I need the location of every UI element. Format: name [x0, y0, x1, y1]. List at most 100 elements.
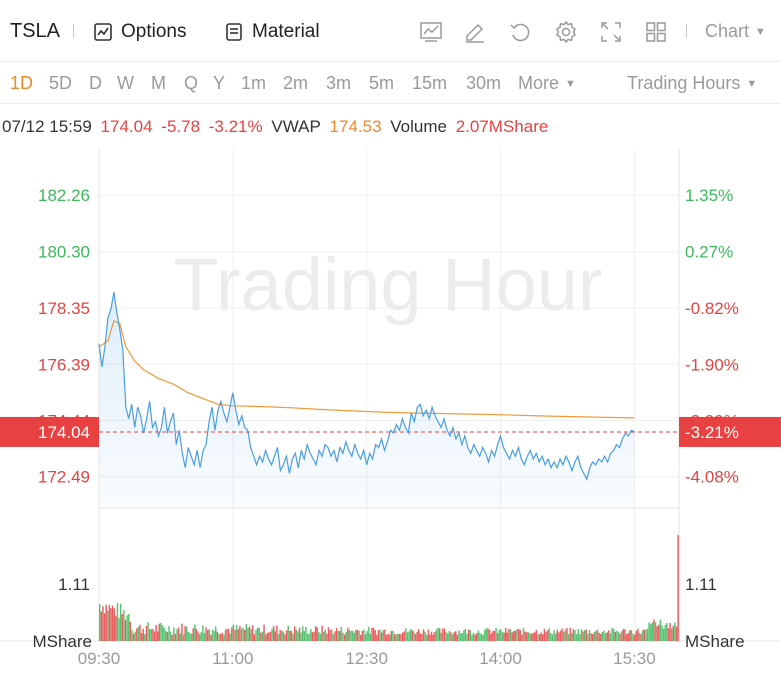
volume-bar [664, 624, 666, 641]
chart-type-dropdown[interactable]: Chart ▼ [705, 21, 766, 42]
draw-icon[interactable] [463, 20, 487, 44]
volume-bar [659, 619, 662, 641]
period-15m[interactable]: 15m [412, 73, 448, 93]
more-periods-dropdown[interactable]: More ▼ [518, 73, 576, 94]
volume-bar [253, 634, 256, 641]
volume-bar [165, 630, 167, 641]
period-5m[interactable]: 5m [369, 73, 395, 93]
volume-bar [179, 633, 182, 641]
volume-bar [405, 628, 407, 641]
volume-bar [213, 630, 215, 641]
volume-bar [205, 627, 207, 641]
period-m[interactable]: M [151, 73, 166, 93]
volume-bar [590, 633, 592, 641]
volume-bar [451, 634, 454, 641]
volume-bar [119, 603, 122, 641]
volume-bar [548, 628, 550, 641]
price-tick-label: 182.26 [38, 186, 90, 205]
volume-bar [181, 623, 183, 641]
volume-bar [614, 631, 617, 641]
chart-indicator-icon[interactable] [419, 20, 443, 44]
options-button[interactable]: Options [93, 19, 186, 45]
volume-bar [517, 628, 520, 641]
volume-bar [440, 632, 443, 641]
volume-bar [360, 634, 362, 641]
volume-bar [142, 628, 144, 641]
period-q[interactable]: Q [184, 73, 199, 93]
volume-bar [572, 629, 575, 641]
volume-bar [248, 626, 251, 641]
volume-bar [293, 626, 296, 641]
volume-bar [351, 630, 354, 641]
period-3m[interactable]: 3m [326, 73, 352, 93]
volume-bar [645, 629, 647, 641]
volume-bar [111, 605, 114, 641]
period-d[interactable]: D [89, 73, 102, 93]
volume-bar [408, 631, 410, 641]
volume-bar [601, 632, 604, 641]
volume-bar [174, 633, 177, 641]
volume-bar [139, 624, 141, 641]
volume-bar [316, 627, 318, 641]
volume-bar [492, 631, 494, 641]
volume-bar [337, 630, 339, 641]
volume-bar [666, 622, 668, 641]
trading-hours-dropdown[interactable]: Trading Hours ▼ [627, 73, 757, 94]
volume-bar [371, 627, 373, 641]
layout-grid-icon[interactable] [644, 20, 668, 44]
volume-bar [186, 626, 188, 641]
volume-bar [242, 627, 244, 641]
quote-datetime: 07/12 15:59 [2, 117, 92, 136]
volume-bar [166, 632, 169, 641]
period-2m[interactable]: 2m [283, 73, 309, 93]
volume-bar [380, 632, 383, 641]
volume-bar [157, 631, 159, 641]
volume-bar [490, 633, 492, 641]
volume-bar [152, 628, 154, 641]
volume-bar [129, 621, 132, 641]
volume-bar [667, 628, 670, 641]
volume-bar [136, 628, 138, 641]
volume-bar [535, 629, 538, 641]
vwap-line [98, 319, 635, 419]
period-1m[interactable]: 1m [241, 73, 267, 93]
volume-bar [144, 634, 146, 641]
volume-bar [258, 627, 260, 641]
volume-bar [447, 633, 449, 641]
volume-bar [500, 629, 502, 641]
quote-change-pct: -3.21% [208, 117, 263, 136]
volume-bar [302, 626, 304, 641]
undo-icon[interactable] [508, 20, 532, 44]
volume-bar [310, 629, 312, 641]
volume-bar [466, 633, 468, 641]
volume-bar [595, 630, 597, 641]
volume-bar [638, 632, 641, 641]
volume-bar [219, 633, 222, 641]
settings-icon[interactable] [554, 20, 578, 44]
volume-bar [472, 632, 475, 641]
pct-tick-label: -0.82% [685, 299, 739, 318]
volume-bar [290, 630, 293, 641]
period-1d[interactable]: 1D [10, 73, 34, 93]
period-5d[interactable]: 5D [49, 73, 73, 93]
volume-bar [364, 634, 367, 641]
volume-bar [514, 630, 517, 641]
volume-bar [561, 628, 563, 641]
volume-bar [115, 615, 117, 641]
volume-bar [637, 628, 639, 641]
volume-bar [675, 626, 678, 641]
volume-bar [567, 634, 570, 641]
fullscreen-icon[interactable] [599, 20, 623, 44]
volume-bar [215, 626, 217, 641]
volume-bar [200, 632, 202, 641]
period-y[interactable]: Y [213, 73, 226, 93]
volume-bar [102, 606, 104, 641]
period-w[interactable]: W [117, 73, 134, 93]
volume-bar [313, 631, 315, 641]
material-button[interactable]: Material [224, 19, 320, 45]
volume-bar [366, 631, 368, 641]
period-30m[interactable]: 30m [466, 73, 502, 93]
volume-bar [435, 629, 438, 641]
volume-bar [121, 614, 124, 641]
